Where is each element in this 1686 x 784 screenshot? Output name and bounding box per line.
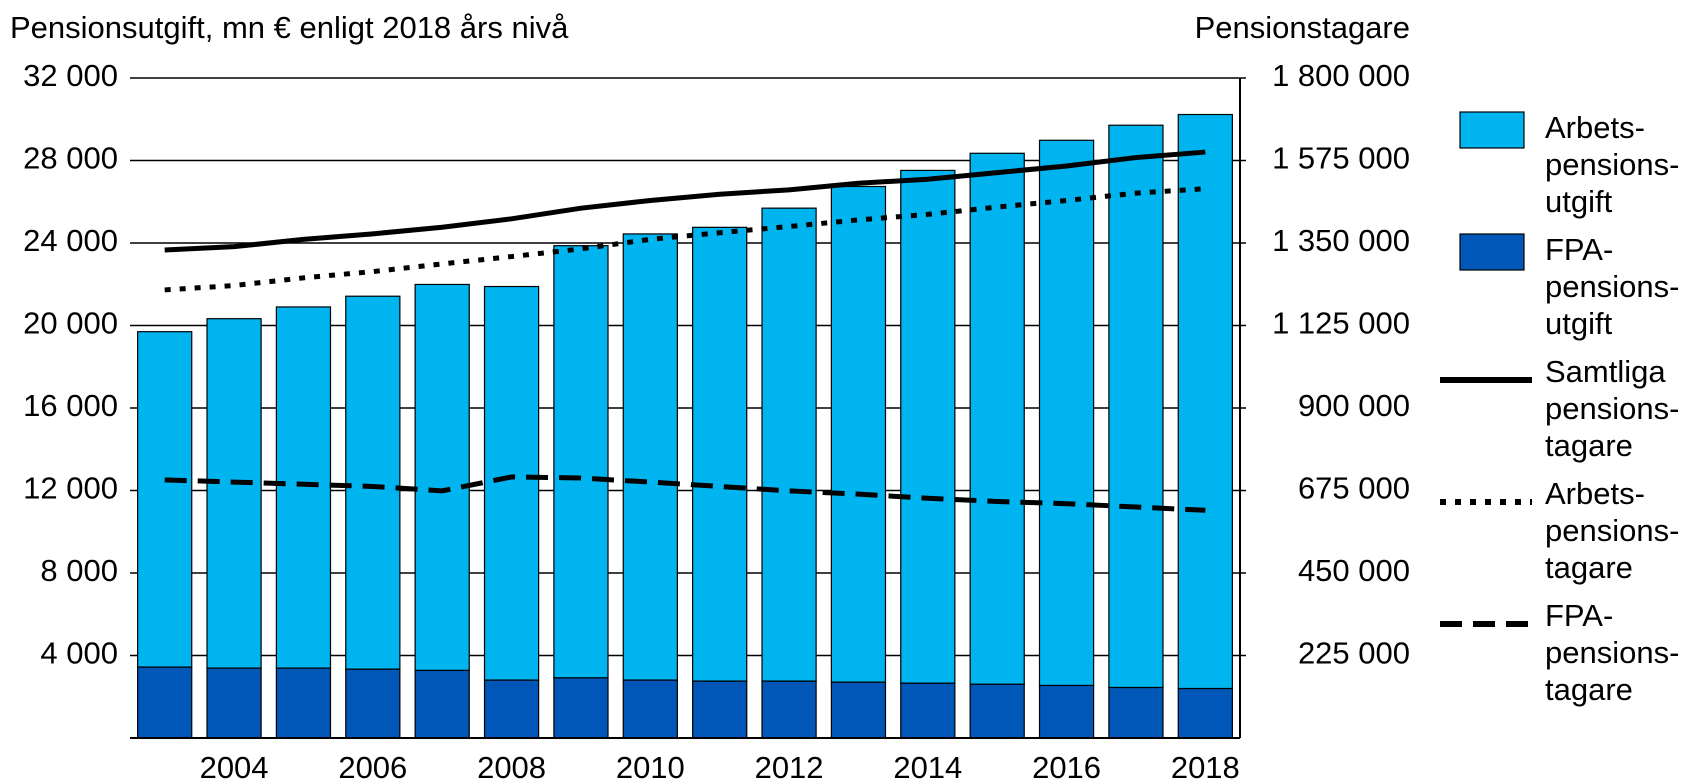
bar bbox=[969, 683, 1025, 739]
y2-axis-label: Pensionstagare bbox=[1195, 10, 1410, 45]
bar bbox=[553, 677, 609, 739]
y-tick-label: 12 000 bbox=[23, 471, 118, 506]
bar bbox=[275, 306, 332, 669]
legend-swatch bbox=[1459, 111, 1525, 149]
y2-tick-label: 1 800 000 bbox=[1272, 58, 1410, 93]
bar bbox=[275, 667, 332, 739]
bar bbox=[761, 680, 817, 739]
line bbox=[164, 474, 1206, 513]
x-tick-label: 2010 bbox=[616, 750, 685, 784]
bar bbox=[622, 679, 678, 739]
y-tick-label: 32 000 bbox=[23, 58, 118, 93]
y-tick-label: 20 000 bbox=[23, 306, 118, 341]
y2-tick-label: 450 000 bbox=[1298, 553, 1410, 588]
bar bbox=[553, 245, 609, 679]
bar bbox=[692, 226, 748, 682]
bar bbox=[206, 318, 262, 669]
bar bbox=[692, 680, 748, 739]
x-tick-label: 2006 bbox=[338, 750, 407, 784]
bar bbox=[1038, 684, 1095, 739]
y2-tick-label: 900 000 bbox=[1298, 388, 1410, 423]
bar bbox=[414, 669, 470, 739]
legend-label: Arbets-pensions-utgift bbox=[1545, 110, 1679, 219]
y-tick-label: 4 000 bbox=[40, 636, 118, 671]
legend-label: Arbets-pensions-tagare bbox=[1545, 476, 1679, 585]
legend-label: FPA-pensions-utgift bbox=[1545, 232, 1679, 341]
bar bbox=[483, 679, 540, 739]
legend-label: FPA-pensions-tagare bbox=[1545, 598, 1679, 707]
bar bbox=[345, 668, 401, 739]
bar bbox=[1108, 124, 1164, 689]
y-tick-label: 8 000 bbox=[40, 553, 118, 588]
bar bbox=[1038, 139, 1095, 687]
bar bbox=[1108, 686, 1164, 739]
bar bbox=[1177, 113, 1233, 690]
bar bbox=[206, 667, 262, 739]
y-tick-label: 24 000 bbox=[23, 223, 118, 258]
bar bbox=[830, 185, 887, 683]
y2-tick-label: 675 000 bbox=[1298, 471, 1410, 506]
legend-swatch bbox=[1459, 233, 1525, 271]
x-tick-label: 2008 bbox=[477, 750, 546, 784]
bar bbox=[483, 285, 540, 681]
y2-tick-label: 1 575 000 bbox=[1272, 141, 1410, 176]
y2-tick-label: 1 125 000 bbox=[1272, 306, 1410, 341]
y2-tick-label: 1 350 000 bbox=[1272, 223, 1410, 258]
bar bbox=[900, 169, 956, 684]
x-tick-label: 2018 bbox=[1171, 750, 1240, 784]
line bbox=[164, 186, 1206, 293]
x-tick-label: 2004 bbox=[200, 750, 269, 784]
y2-tick-label: 225 000 bbox=[1298, 636, 1410, 671]
x-tick-label: 2016 bbox=[1032, 750, 1101, 784]
bar bbox=[345, 295, 401, 670]
x-tick-label: 2012 bbox=[755, 750, 824, 784]
bar bbox=[137, 331, 193, 668]
y-tick-label: 16 000 bbox=[23, 388, 118, 423]
y-tick-label: 28 000 bbox=[23, 141, 118, 176]
bar bbox=[900, 682, 956, 739]
bar bbox=[830, 681, 887, 739]
legend-label: Samtliga pensions-tagare bbox=[1545, 354, 1679, 463]
bar bbox=[137, 666, 193, 739]
line bbox=[164, 149, 1206, 253]
bar bbox=[969, 152, 1025, 685]
y-axis-label: Pensionsutgift, mn € enligt 2018 års niv… bbox=[10, 10, 569, 45]
bar bbox=[761, 207, 817, 682]
x-tick-label: 2014 bbox=[893, 750, 962, 784]
bar bbox=[1177, 687, 1233, 739]
bar bbox=[414, 283, 470, 671]
bar bbox=[622, 233, 678, 681]
